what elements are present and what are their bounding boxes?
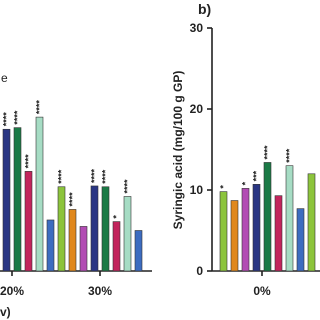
bar <box>263 162 272 272</box>
x-axis-label: v) <box>0 305 11 319</box>
bar <box>274 195 283 272</box>
significance-label: *** <box>252 170 262 181</box>
x-tick-label: 20% <box>0 284 24 298</box>
significance-label: **** <box>263 145 273 160</box>
y-axis-label: Syringic acid (mg/100 g GP) <box>171 71 185 230</box>
bar <box>101 186 110 272</box>
y-tick-label: 0 <box>196 264 203 278</box>
bar <box>219 191 228 272</box>
y-tick-label: 30 <box>190 21 204 35</box>
annotation: e <box>1 71 8 85</box>
bar <box>285 165 294 272</box>
significance-label: **** <box>123 179 133 194</box>
y-tick-label: 20 <box>190 102 204 116</box>
bar <box>68 209 77 272</box>
significance-label: **** <box>13 110 23 125</box>
bar <box>90 185 99 272</box>
significance-label: * <box>219 185 229 189</box>
bar <box>46 219 55 272</box>
significance-label: **** <box>24 154 34 169</box>
y-tick-label: 10 <box>190 183 204 197</box>
bar <box>13 127 22 272</box>
significance-label: **** <box>285 148 295 163</box>
significance-label: **** <box>2 112 12 127</box>
bar <box>35 116 44 272</box>
bar <box>134 230 143 272</box>
significance-label: **** <box>68 192 78 207</box>
significance-label: **** <box>101 169 111 184</box>
significance-label: * <box>241 181 251 185</box>
bar <box>24 171 33 272</box>
bar <box>123 196 132 272</box>
panel-label: b) <box>198 1 211 17</box>
significance-label: **** <box>35 100 45 115</box>
significance-label: **** <box>90 168 100 183</box>
significance-label: **** <box>57 169 67 184</box>
bar <box>307 173 316 272</box>
bar <box>252 184 261 272</box>
bar <box>79 226 88 272</box>
bar <box>296 208 305 272</box>
bar <box>57 186 66 272</box>
bar <box>241 188 250 272</box>
x-tick-label: 0% <box>253 284 271 298</box>
bar <box>230 200 239 272</box>
bar <box>2 128 11 272</box>
significance-label: * <box>112 215 122 219</box>
bar <box>112 221 121 272</box>
x-tick-label: 30% <box>88 284 112 298</box>
